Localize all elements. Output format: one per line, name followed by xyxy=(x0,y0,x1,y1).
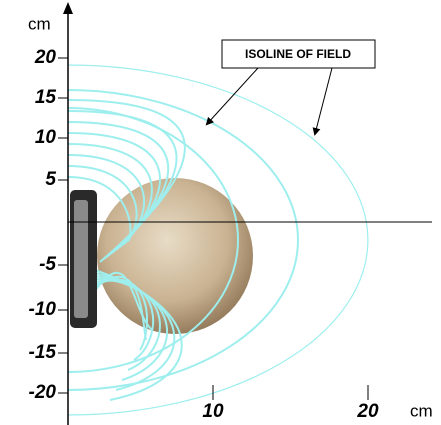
x-tick-label: 10 xyxy=(202,401,224,422)
x-tick-label: 20 xyxy=(356,401,379,422)
isolines xyxy=(67,64,369,416)
isoline xyxy=(67,89,299,391)
annotation-box xyxy=(221,39,376,69)
phone-side xyxy=(74,200,88,318)
annotation: ISOLINE OF FIELD xyxy=(245,47,351,61)
x-unit: cm xyxy=(410,401,433,420)
isoline xyxy=(94,271,153,331)
isoline xyxy=(94,276,147,341)
y-unit: cm xyxy=(28,14,51,33)
isoline xyxy=(94,279,154,361)
y-axis-arrow xyxy=(63,2,73,14)
y-tick-label: 15 xyxy=(35,87,57,108)
y-tick-label: -20 xyxy=(29,382,57,403)
y-tick-label: -10 xyxy=(29,299,57,320)
y-tick-label: 10 xyxy=(35,127,57,148)
isoline xyxy=(94,278,148,351)
arrow xyxy=(205,67,259,126)
y-tick-label: 20 xyxy=(34,47,57,68)
arrow xyxy=(312,67,333,136)
isoline xyxy=(67,176,132,242)
y-tick-label: -5 xyxy=(39,254,56,275)
y-tick-label: 5 xyxy=(45,169,56,190)
y-tick-label: -15 xyxy=(29,342,57,363)
isoline xyxy=(67,64,369,416)
